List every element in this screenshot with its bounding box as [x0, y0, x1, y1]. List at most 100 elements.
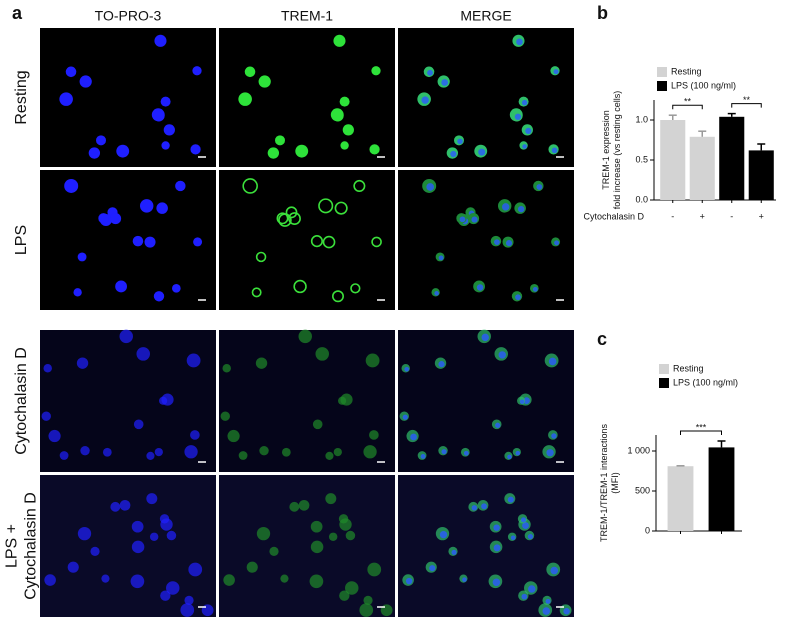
cell-stain — [338, 396, 347, 405]
y-label: TREM-1/TREM-1 interactions (MFI) — [599, 423, 620, 542]
cell-stain — [259, 445, 269, 456]
bar — [708, 447, 735, 531]
x-tick-label: - — [730, 211, 733, 221]
micrograph — [40, 170, 216, 310]
nucleus — [160, 96, 171, 107]
cell-stain — [350, 283, 361, 294]
significance-bracket — [731, 103, 762, 108]
nucleus — [494, 239, 500, 246]
nucleus — [478, 148, 486, 156]
panel-letter: b — [597, 3, 608, 23]
cell-stain — [325, 493, 337, 505]
nucleus — [550, 566, 559, 575]
nucleus — [551, 147, 558, 154]
nucleus — [88, 147, 101, 159]
error-bar — [668, 114, 677, 120]
nucleus — [515, 450, 521, 456]
legend-label: LPS (100 ng/ml) — [673, 377, 738, 387]
y-tick-label: 500 — [635, 485, 650, 495]
nucleus — [163, 124, 175, 136]
nucleus — [59, 451, 69, 460]
nucleus — [545, 598, 551, 604]
nucleus — [420, 454, 426, 459]
legend-swatch — [659, 364, 669, 374]
cell-stain — [315, 347, 330, 361]
nucleus — [481, 503, 487, 510]
cell-stain — [298, 499, 310, 511]
nucleus — [439, 530, 448, 539]
cell-stain — [269, 546, 279, 557]
nucleus — [149, 532, 159, 542]
nucleus — [190, 144, 201, 155]
nucleus — [119, 329, 133, 344]
significance-label: ** — [743, 95, 751, 105]
nucleus — [507, 454, 512, 460]
bar — [719, 116, 745, 200]
cell-stain — [365, 353, 380, 368]
legend-swatch — [657, 81, 667, 91]
legend-swatch — [657, 67, 667, 77]
nucleus — [160, 590, 171, 601]
nucleus — [438, 255, 444, 261]
column-header: TO-PRO-3 — [95, 8, 162, 24]
nucleus — [502, 203, 510, 211]
nucleus — [146, 451, 155, 460]
significance-bracket — [680, 430, 722, 435]
nucleus — [554, 240, 560, 246]
nucleus — [96, 135, 107, 146]
cell-stain — [227, 429, 240, 443]
nucleus — [153, 110, 165, 122]
nucleus — [166, 530, 177, 541]
nucleus — [161, 141, 170, 150]
row-label: LPS — [13, 225, 30, 255]
nucleus — [67, 561, 79, 573]
cell-stain — [380, 604, 393, 617]
nucleus — [190, 430, 200, 440]
nucleus — [405, 577, 413, 585]
cell-stain — [275, 135, 286, 146]
nucleus — [514, 113, 522, 120]
nucleus — [434, 291, 439, 296]
row-label-line: Resting — [13, 70, 30, 124]
y-label-line: (MFI) — [610, 472, 620, 494]
nucleus — [429, 565, 436, 572]
nucleus — [495, 422, 501, 428]
cell-stain — [363, 595, 373, 605]
nucleus — [441, 79, 449, 86]
micrograph — [219, 475, 395, 617]
nucleus — [519, 399, 525, 405]
bar — [689, 136, 715, 200]
nucleus — [192, 66, 202, 76]
nucleus — [522, 522, 529, 529]
y-tick-label: 0 — [645, 525, 650, 535]
legend-label: Resting — [673, 363, 704, 373]
cell-stain — [298, 329, 312, 344]
nucleus — [64, 178, 79, 193]
nucleus — [492, 578, 501, 587]
nucleus — [426, 183, 435, 191]
cell-stain — [353, 179, 366, 192]
cell-stain — [255, 251, 267, 263]
nucleus — [402, 414, 408, 420]
bar — [748, 150, 774, 200]
nucleus — [527, 533, 534, 540]
cell-stain — [288, 212, 301, 225]
cell-stain — [371, 66, 381, 76]
cell-stain — [318, 198, 334, 214]
cell-stain — [342, 124, 354, 136]
column-header: MERGE — [460, 8, 511, 24]
nucleus — [521, 99, 528, 106]
nucleus — [79, 75, 92, 88]
x-tick-label: + — [759, 211, 764, 221]
nucleus — [59, 92, 73, 106]
significance-bracket — [672, 104, 703, 110]
row-label: Cytochalasin D — [13, 347, 30, 455]
cell-stain — [345, 581, 359, 595]
nucleus — [542, 607, 551, 615]
nucleus — [159, 514, 170, 524]
nucleus — [522, 144, 527, 149]
cell-stain — [289, 501, 300, 512]
nucleus — [154, 447, 163, 457]
